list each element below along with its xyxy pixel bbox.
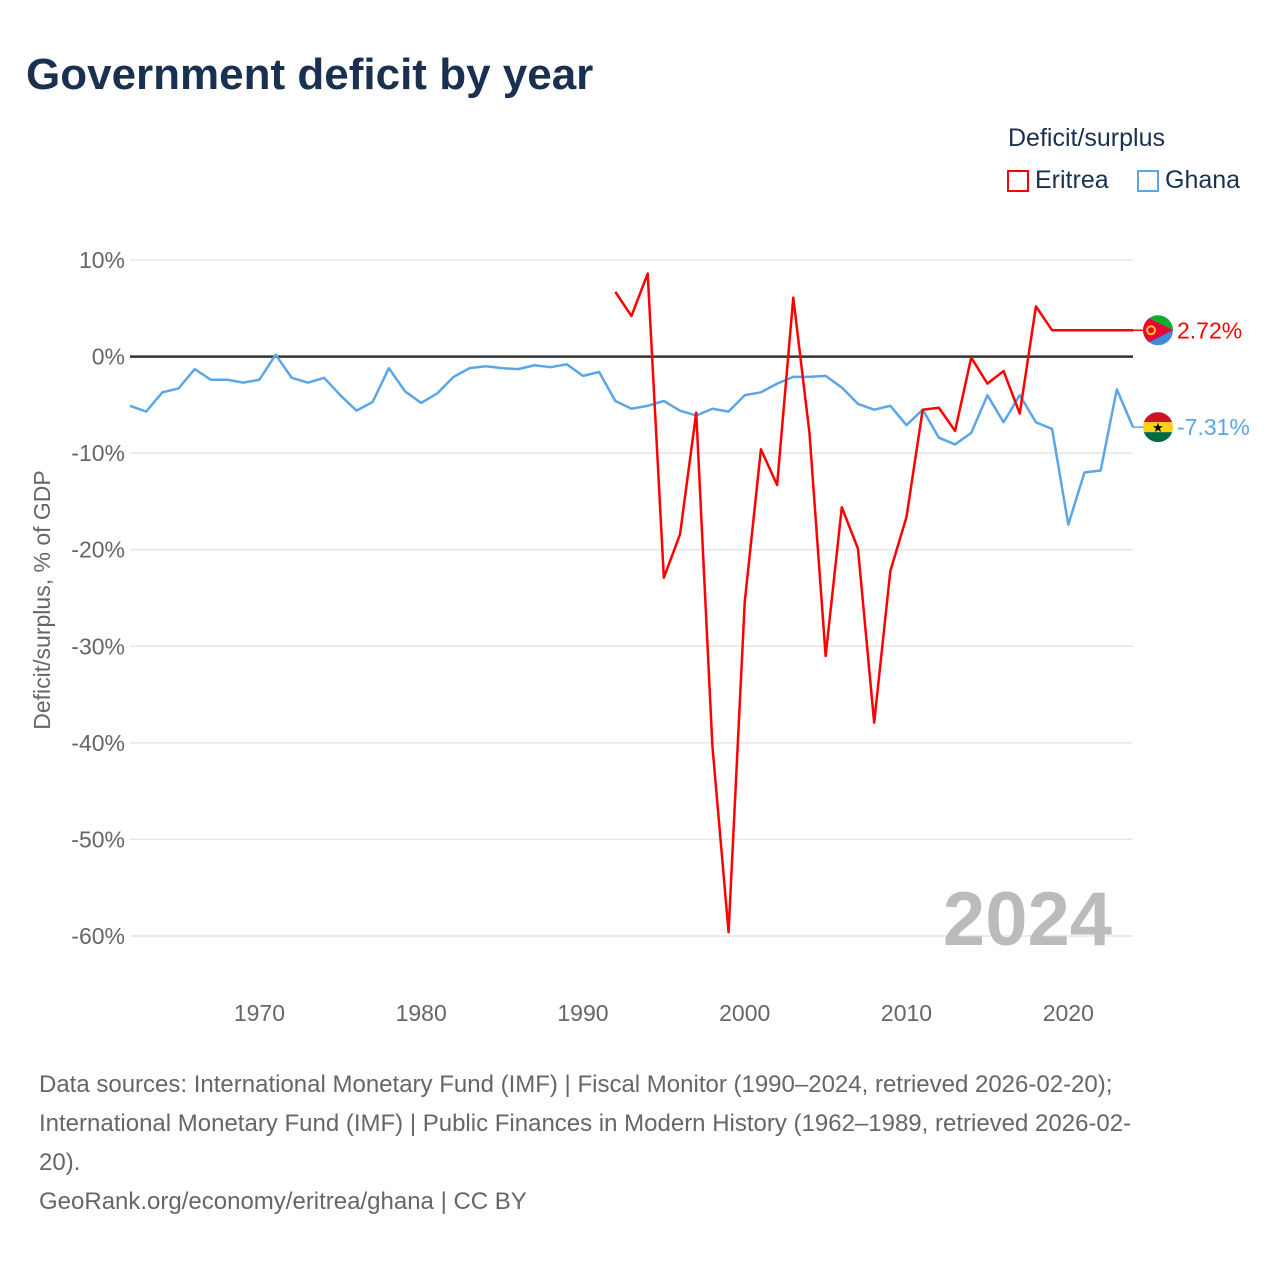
legend-title: Deficit/surplus [1008,124,1165,152]
year-watermark: 2024 [943,877,1112,962]
x-tick-label: 1970 [234,1000,285,1026]
svg-text:★: ★ [1152,420,1164,435]
y-tick-label: 10% [79,247,125,273]
y-tick-label: -30% [71,633,125,659]
legend-swatch-ghana [1137,169,1159,192]
x-tick-label: 1980 [396,1000,447,1026]
y-tick-label: -40% [71,730,125,756]
legend-swatch-eritrea [1007,169,1029,192]
x-tick-label: 2010 [881,1000,932,1026]
legend-item-eritrea[interactable]: Eritrea [1007,166,1109,195]
y-tick-label: -60% [71,923,125,949]
source-line-1: Data sources: International Monetary Fun… [39,1071,1113,1098]
end-value-label-ghana: -7.31% [1177,414,1250,440]
y-tick-label: -10% [71,440,125,466]
credit-line[interactable]: GeoRank.org/economy/eritrea/ghana | CC B… [39,1188,527,1215]
legend-label: Ghana [1165,166,1241,194]
series-line-eritrea [614,272,1133,934]
ghana-flag-icon: ★ [1143,412,1173,443]
x-tick-label: 1990 [557,1000,608,1026]
source-line-3: 20). [39,1149,81,1176]
y-tick-label: -20% [71,537,125,563]
eritrea-flag-icon [1143,315,1173,346]
chart-title: Government deficit by year [26,50,594,99]
x-tick-label: 2000 [719,1000,770,1026]
legend-label: Eritrea [1035,166,1109,194]
y-tick-label: -50% [71,826,125,852]
x-tick-label: 2020 [1043,1000,1094,1026]
legend-item-ghana[interactable]: Ghana [1137,166,1240,195]
y-axis-label: Deficit/surplus, % of GDP [29,470,55,729]
series-line-ghana [129,353,1135,526]
line-chart: 10% 0% -10% -20% -30% -40% -50% -60% 1970 1980 199… [29,247,1250,1026]
y-tick-label: 0% [92,344,125,370]
end-value-label-eritrea: 2.72% [1177,317,1242,343]
source-line-2: International Monetary Fund (IMF) | Publ… [39,1110,1132,1137]
